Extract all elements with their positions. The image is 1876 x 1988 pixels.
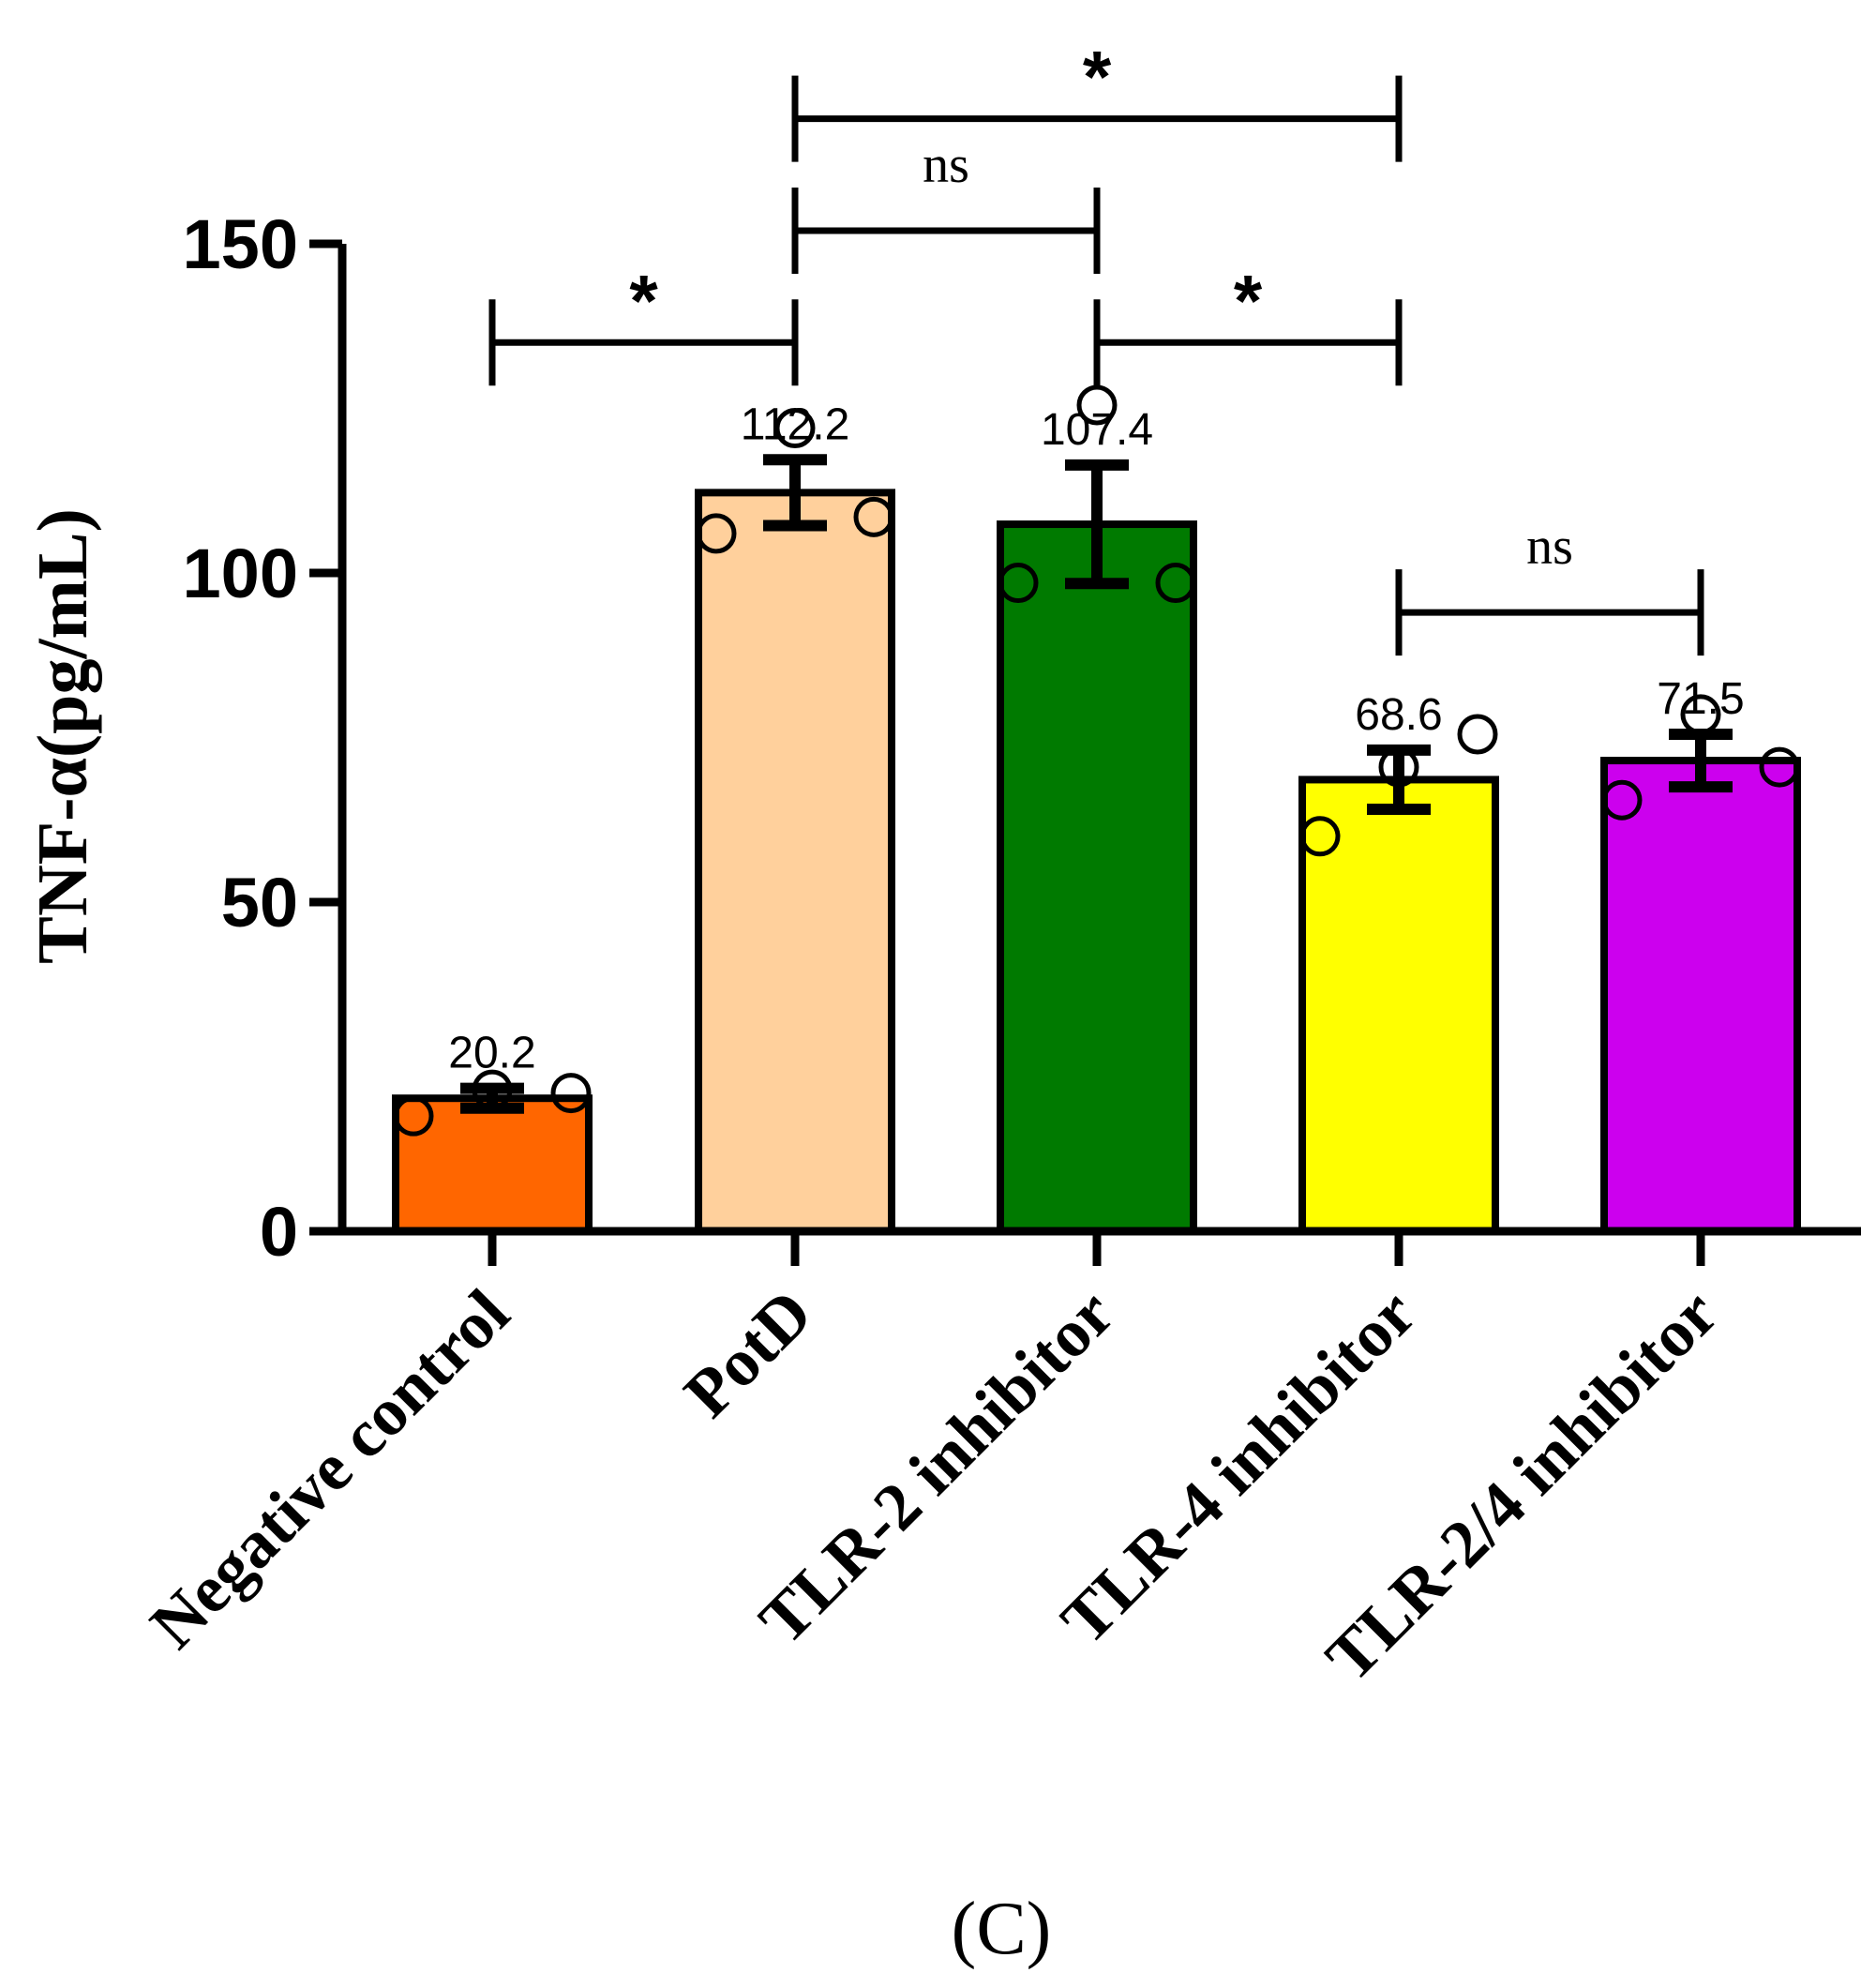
y-tick-label-50: 50 <box>221 864 298 941</box>
data-point-1-2 <box>472 1069 513 1110</box>
value-labels: 20.2 112.2 107.4 68.6 71.5 <box>448 399 1744 1077</box>
significance-bracket-4: * <box>1093 259 1403 386</box>
data-point-4-3 <box>1457 714 1498 755</box>
data-point-5-3 <box>1759 746 1800 788</box>
bar-1 <box>392 1094 593 1236</box>
data-point-5-1 <box>1601 779 1643 821</box>
data-point-1-1 <box>393 1095 434 1137</box>
y-tick-label-0: 0 <box>260 1193 298 1271</box>
y-tick-label-150: 150 <box>183 205 298 283</box>
data-point-2-3 <box>853 496 894 537</box>
significance-bracket-1: * <box>488 259 799 386</box>
value-label-1: 20.2 <box>448 1029 535 1078</box>
data-point-2-1 <box>696 513 737 554</box>
data-point-2-2 <box>774 408 816 449</box>
significance-label-3: * <box>1083 36 1112 118</box>
value-label-2: 112.2 <box>741 399 850 449</box>
x-category-label-1: Negative control <box>136 1275 523 1663</box>
significance-bracket-5: ns <box>1395 518 1704 656</box>
panel-label: (C) <box>952 1888 1052 1970</box>
significance-label-1: * <box>629 259 658 341</box>
bar-5 <box>1600 757 1801 1235</box>
bar-2 <box>695 489 895 1235</box>
value-label-5: 71.5 <box>1657 674 1744 724</box>
data-point-3-1 <box>998 563 1039 604</box>
y-axis-label: TNF-α(pg/mL) <box>23 508 102 964</box>
data-point-4-1 <box>1299 816 1341 857</box>
bar-3 <box>997 520 1197 1235</box>
bar-4 <box>1298 776 1499 1235</box>
significance-bracket-2: ns <box>791 136 1101 274</box>
data-point-3-2 <box>1076 384 1118 426</box>
error-bar-2 <box>763 454 827 532</box>
bars <box>392 489 1801 1236</box>
data-point-5-2 <box>1680 694 1721 735</box>
significance-label-4: * <box>1234 259 1263 341</box>
significance-label-2: ns <box>923 136 969 194</box>
x-category-label-2: PotD <box>669 1275 826 1432</box>
y-tick-label-100: 100 <box>183 535 298 612</box>
significance-label-5: ns <box>1526 518 1573 576</box>
significance-brackets: * ns * * ns <box>488 36 1704 656</box>
significance-bracket-3: * <box>791 36 1403 162</box>
data-point-1-3 <box>550 1073 592 1114</box>
value-label-3: 107.4 <box>1041 405 1153 455</box>
data-points <box>393 384 1800 1137</box>
data-point-3-3 <box>1155 563 1196 604</box>
value-label-4: 68.6 <box>1355 690 1442 740</box>
error-bar-3 <box>1065 459 1129 590</box>
data-point-4-2 <box>1378 746 1419 788</box>
